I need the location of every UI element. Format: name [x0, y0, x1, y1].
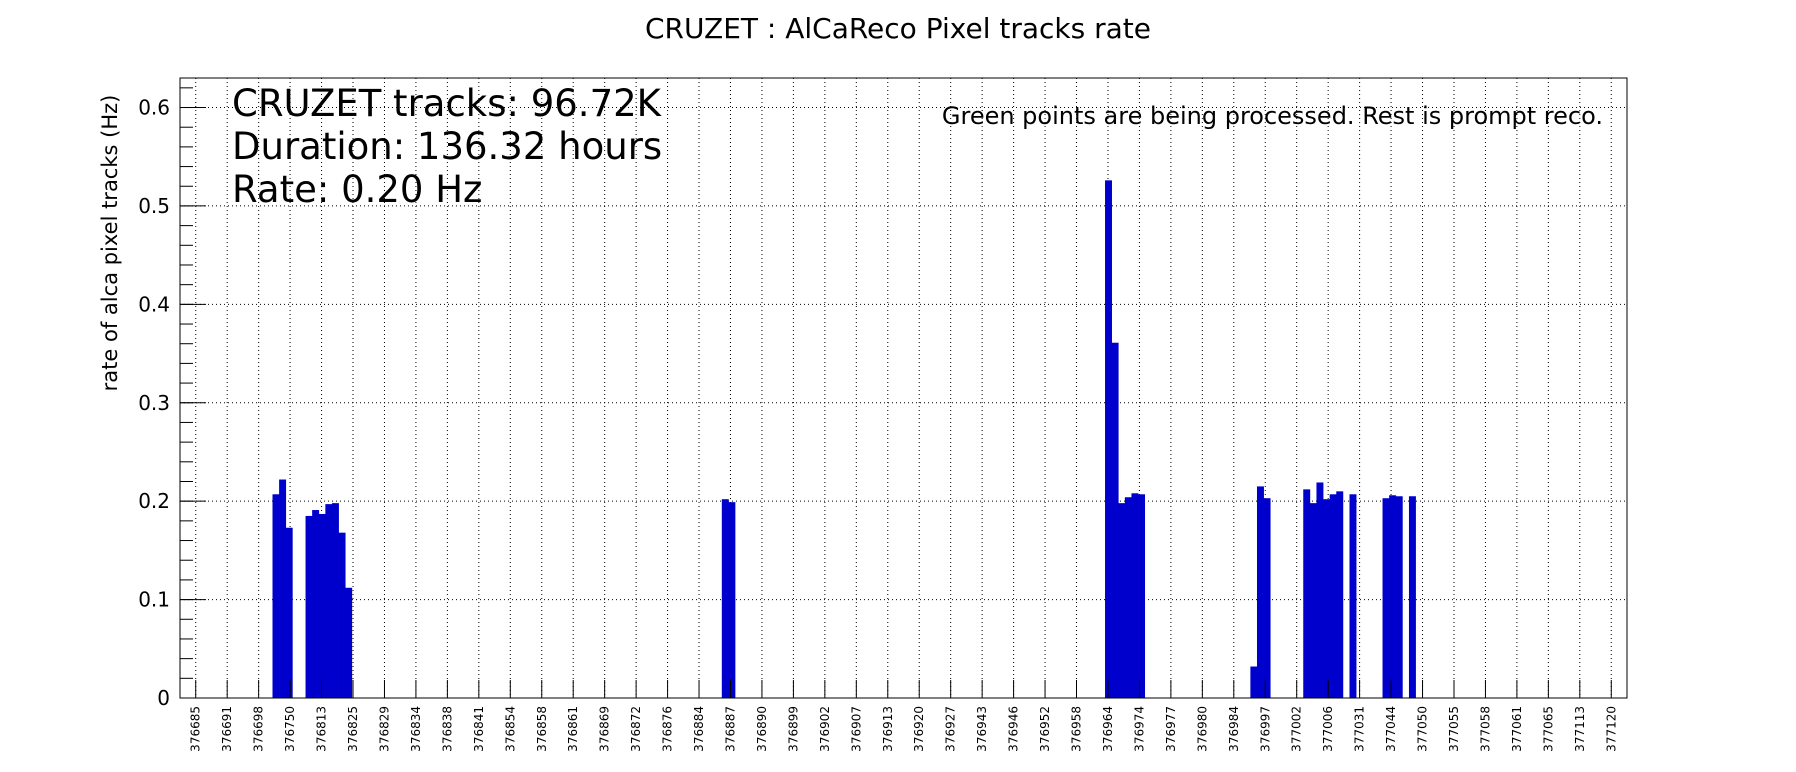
- x-tick-label: 376890: [755, 706, 769, 752]
- bar: [1263, 498, 1271, 698]
- bar: [331, 503, 339, 698]
- x-tick-label: 376884: [692, 706, 706, 752]
- bar: [1395, 496, 1403, 698]
- bar: [325, 504, 333, 698]
- x-tick-label: 376858: [535, 706, 549, 752]
- y-tick-label: 0.4: [138, 292, 170, 316]
- bar: [1408, 496, 1416, 698]
- bar: [1250, 666, 1258, 698]
- x-tick-label: 376869: [598, 706, 612, 752]
- x-tick-label: 377031: [1353, 706, 1367, 752]
- x-tick-label: 377006: [1321, 706, 1335, 752]
- x-tick-label: 377050: [1416, 706, 1430, 752]
- bar: [305, 515, 313, 698]
- x-tick-label: 377044: [1384, 706, 1398, 752]
- bar: [728, 502, 736, 698]
- bar: [1336, 491, 1344, 698]
- bar: [1118, 503, 1126, 698]
- bar: [272, 494, 280, 698]
- x-tick-label: 376825: [346, 706, 360, 752]
- bar: [312, 510, 320, 698]
- x-tick-label: 376946: [1007, 706, 1021, 752]
- bar: [1138, 494, 1146, 698]
- x-tick-label: 377061: [1510, 706, 1524, 752]
- bar: [285, 527, 293, 698]
- x-tick-label: 376854: [503, 706, 517, 752]
- x-tick-label: 376698: [252, 706, 266, 752]
- x-tick-label: 376977: [1164, 706, 1178, 752]
- x-tick-label: 376902: [818, 706, 832, 752]
- x-tick-label: 376876: [661, 706, 675, 752]
- x-axis: 376685 376691 376698 376750 376813 376825 3768…: [189, 680, 1618, 752]
- x-tick-label: 376980: [1195, 706, 1209, 752]
- x-tick-label: 376907: [849, 706, 863, 752]
- bar: [1316, 482, 1324, 698]
- y-axis-label: rate of alca pixel tracks (Hz): [98, 95, 122, 392]
- x-tick-label: 376899: [786, 706, 800, 752]
- x-tick-label: 376841: [472, 706, 486, 752]
- bar: [279, 479, 287, 698]
- bar: [345, 587, 353, 698]
- x-tick-label: 376813: [315, 706, 329, 752]
- bar: [1105, 180, 1112, 698]
- y-tick-label: 0.3: [138, 391, 170, 415]
- x-tick-label: 376861: [566, 706, 580, 752]
- plot-frame: [179, 77, 1628, 699]
- y-tick-label: 0.1: [138, 588, 170, 612]
- chart-title: CRUZET : AlCaReco Pixel tracks rate: [645, 12, 1151, 45]
- bar: [1382, 498, 1390, 698]
- x-tick-label: 376750: [283, 706, 297, 752]
- x-tick-label: 376838: [440, 706, 454, 752]
- x-tick-label: 377120: [1604, 706, 1618, 752]
- x-tick-label: 376872: [629, 706, 643, 752]
- x-tick-label: 376913: [881, 706, 895, 752]
- x-tick-label: 377002: [1290, 706, 1304, 752]
- processing-note: Green points are being processed. Rest i…: [942, 102, 1603, 130]
- x-tick-label: 376829: [377, 706, 391, 752]
- bar: [1323, 499, 1331, 698]
- x-tick-label: 376952: [1038, 706, 1052, 752]
- x-tick-label: 376974: [1132, 706, 1146, 752]
- bar: [338, 532, 346, 698]
- x-tick-label: 376958: [1070, 706, 1084, 752]
- bars: [272, 180, 1416, 698]
- y-tick-label: 0.5: [138, 194, 170, 218]
- y-tick-label: 0.6: [138, 96, 170, 120]
- bar: [1389, 495, 1397, 698]
- bar: [1303, 489, 1311, 698]
- y-tick-label: 0: [157, 686, 170, 710]
- x-tick-label: 377055: [1447, 706, 1461, 752]
- y-tick-label: 0.2: [138, 489, 170, 513]
- x-tick-label: 376964: [1101, 706, 1115, 752]
- x-tick-label: 377065: [1541, 706, 1555, 752]
- x-tick-label: 376887: [723, 706, 737, 752]
- bar: [1131, 493, 1139, 698]
- bar: [1111, 342, 1119, 698]
- bar: [1349, 494, 1357, 698]
- x-tick-label: 376984: [1227, 706, 1241, 752]
- x-tick-label: 376691: [220, 706, 234, 752]
- bar: [1309, 503, 1317, 698]
- x-tick-label: 376834: [409, 706, 423, 752]
- bar: [1329, 494, 1337, 698]
- stats-tracks: CRUZET tracks: 96.72K: [232, 82, 663, 125]
- x-tick-label: 376943: [975, 706, 989, 752]
- x-tick-label: 376920: [912, 706, 926, 752]
- x-tick-label: 377058: [1478, 706, 1492, 752]
- stats-rate: Rate: 0.20 Hz: [232, 168, 482, 211]
- x-tick-label: 377113: [1573, 706, 1587, 752]
- bar: [1256, 486, 1264, 698]
- bar: [1124, 497, 1132, 698]
- x-tick-label: 376927: [944, 706, 958, 752]
- stats-duration: Duration: 136.32 hours: [232, 125, 662, 168]
- x-tick-label: 376685: [189, 706, 203, 752]
- bar: [318, 513, 326, 698]
- bar: [721, 499, 729, 698]
- x-tick-label: 376997: [1258, 706, 1272, 752]
- y-axis: 0 0.1 0.2 0.3 0.4 0.5 0.6: [138, 87, 206, 710]
